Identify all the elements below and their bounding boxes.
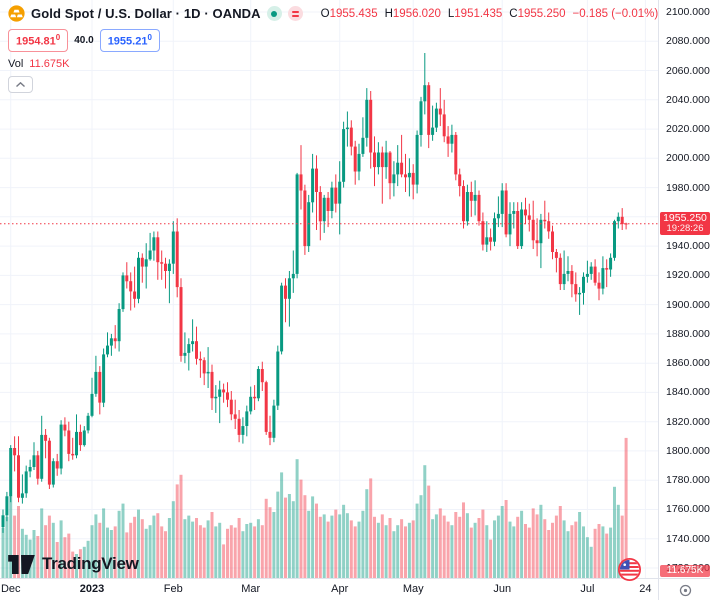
gold-coin-icon <box>8 5 25 22</box>
price-tick-label: 2040.000 <box>666 93 710 106</box>
time-tick-label: 24 <box>639 583 652 595</box>
time-tick-label: Apr <box>331 583 349 595</box>
price-tick-label: 1840.000 <box>666 386 710 399</box>
time-tick-label: Feb <box>163 583 183 595</box>
price-tick-label: 1980.000 <box>666 181 710 194</box>
buy-button[interactable]: 1955.210 <box>99 29 160 52</box>
ohlc-values: O1955.435 H1956.020 L1951.435 C1955.250 … <box>320 7 659 20</box>
price-tick-label: 2000.000 <box>666 152 710 165</box>
sell-button[interactable]: 1954.810 <box>8 29 69 52</box>
price-tick-label: 1820.000 <box>666 415 710 428</box>
symbol-title[interactable]: Gold Spot / U.S. Dollar · 1D · OANDA <box>31 6 261 21</box>
tradingview-logo[interactable]: TradingView <box>8 554 139 574</box>
tradingview-logo-icon <box>8 554 35 574</box>
price-tick-label: 1920.000 <box>666 269 710 282</box>
time-tick-label: Jun <box>493 583 512 595</box>
bar-countdown: 19:28:26 <box>666 223 704 235</box>
time-tick-label: 2023 <box>79 583 105 595</box>
price-tick-label: 2020.000 <box>666 123 710 136</box>
price-tick-label: 1800.000 <box>666 444 710 457</box>
price-tick-label: 1940.000 <box>666 240 710 253</box>
time-tick-label: Jul <box>580 583 595 595</box>
time-tick-label: May <box>402 583 424 595</box>
price-tick-label: 1760.000 <box>666 503 710 516</box>
time-axis[interactable]: Dec 2023 Feb Mar Apr May Jun Jul 24 <box>0 578 658 600</box>
price-tick-label: 1740.000 <box>666 532 710 545</box>
price-tick-label: 1860.000 <box>666 357 710 370</box>
market-status-icon[interactable] <box>266 6 282 21</box>
price-axis[interactable]: 1955.250 19:28:26 11.675K 2100.000 2080.0… <box>658 0 710 578</box>
price-tick-label: 2100.000 <box>666 6 710 18</box>
time-tick-label: Mar <box>241 583 261 595</box>
volume-legend: Vol 11.675K <box>8 57 70 70</box>
price-tick-label: 1780.000 <box>666 474 710 487</box>
change-value: −0.185 (−0.01%) <box>572 7 659 20</box>
volume-axis-label: 11.675K <box>660 565 710 577</box>
candlestick-chart[interactable] <box>0 0 658 578</box>
delayed-data-icon[interactable] <box>287 6 303 21</box>
collapse-legend-button[interactable] <box>8 75 33 93</box>
us-flag-icon[interactable] <box>617 557 642 582</box>
axis-settings-cell <box>658 578 710 600</box>
spread-value: 40.0 <box>74 34 94 46</box>
price-tick-label: 1880.000 <box>666 327 710 340</box>
time-tick-label: Dec <box>0 583 21 595</box>
price-tick-label: 1900.000 <box>666 298 710 311</box>
price-tick-label: 2080.000 <box>666 35 710 48</box>
chart-legend: Gold Spot / U.S. Dollar · 1D · OANDA O19… <box>8 5 658 93</box>
gear-icon[interactable] <box>679 584 692 597</box>
price-tick-label: 2060.000 <box>666 64 710 77</box>
last-price-label: 1955.250 19:28:26 <box>660 212 710 236</box>
chevron-up-icon <box>16 81 25 87</box>
